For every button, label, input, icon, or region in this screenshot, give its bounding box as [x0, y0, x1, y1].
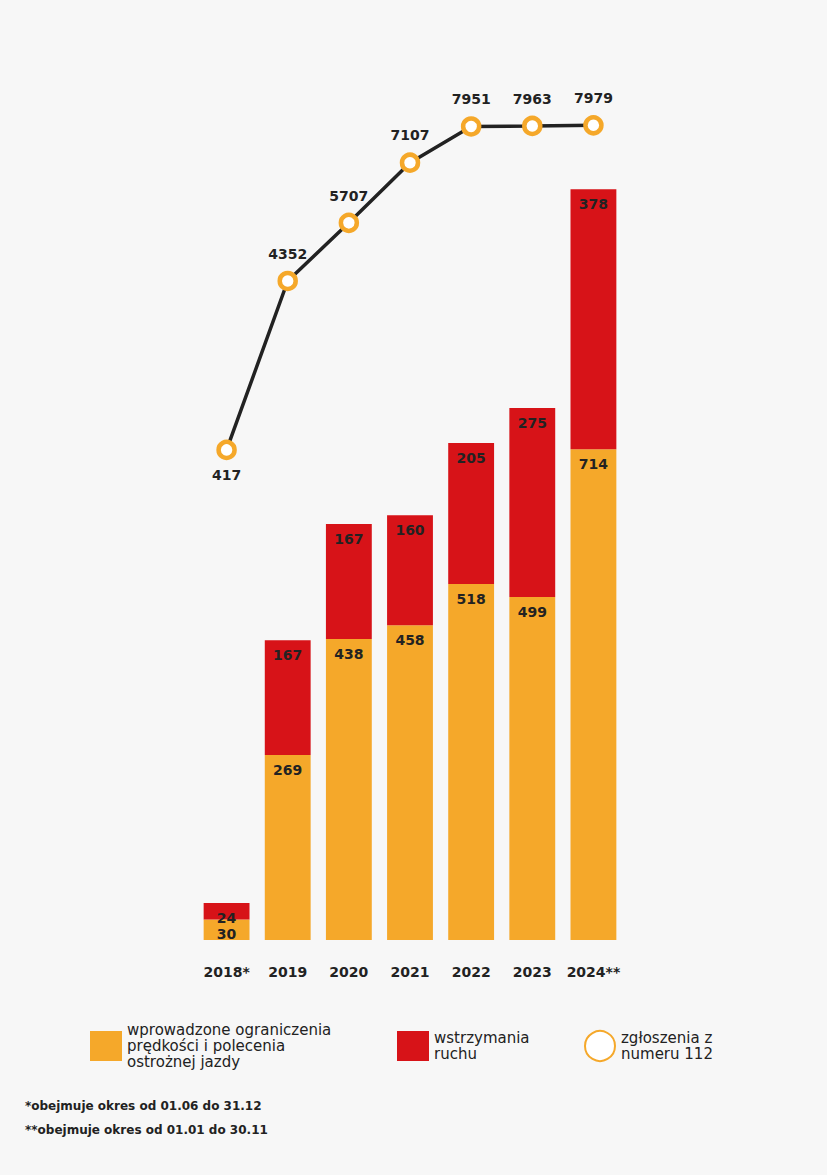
svg-text:378: 378	[579, 196, 608, 212]
svg-text:2022: 2022	[452, 964, 491, 980]
svg-text:2019: 2019	[268, 964, 307, 980]
svg-text:205: 205	[457, 450, 486, 466]
svg-text:ostrożnej jazdy: ostrożnej jazdy	[127, 1053, 240, 1071]
svg-text:4352: 4352	[268, 246, 307, 262]
svg-text:zgłoszenia z: zgłoszenia z	[621, 1029, 717, 1047]
svg-text:275: 275	[518, 415, 547, 431]
svg-text:160: 160	[395, 522, 424, 538]
svg-text:**obejmuje okres od 01.01 do 3: **obejmuje okres od 01.01 do 30.11	[25, 1123, 268, 1137]
svg-text:7107: 7107	[391, 127, 430, 143]
svg-text:*obejmuje okres od 01.06 do 31: *obejmuje okres od 01.06 do 31.12	[25, 1099, 262, 1113]
svg-text:7963: 7963	[513, 91, 552, 107]
svg-text:458: 458	[395, 632, 424, 648]
svg-text:24: 24	[217, 910, 237, 926]
svg-text:ruchu: ruchu	[434, 1045, 477, 1063]
svg-text:numeru 112: numeru 112	[621, 1045, 713, 1063]
svg-text:2023: 2023	[513, 964, 552, 980]
svg-text:wstrzymania: wstrzymania	[434, 1029, 535, 1047]
svg-text:167: 167	[334, 531, 363, 547]
svg-text:5707: 5707	[329, 188, 368, 204]
svg-text:518: 518	[457, 591, 486, 607]
svg-text:2024**: 2024**	[567, 964, 621, 980]
svg-text:7979: 7979	[574, 90, 613, 106]
svg-text:2021: 2021	[391, 964, 430, 980]
svg-text:2020: 2020	[329, 964, 368, 980]
svg-text:269: 269	[273, 762, 302, 778]
svg-text:7951: 7951	[452, 91, 491, 107]
svg-text:wprowadzone ograniczenia: wprowadzone ograniczenia	[127, 1021, 337, 1039]
svg-text:438: 438	[334, 646, 363, 662]
svg-text:417: 417	[212, 467, 241, 483]
svg-text:714: 714	[579, 456, 608, 472]
svg-text:30: 30	[217, 926, 237, 942]
svg-text:prędkości i polecenia: prędkości i polecenia	[127, 1037, 290, 1055]
svg-text:499: 499	[518, 604, 547, 620]
svg-text:2018*: 2018*	[203, 964, 250, 980]
svg-text:167: 167	[273, 647, 302, 663]
